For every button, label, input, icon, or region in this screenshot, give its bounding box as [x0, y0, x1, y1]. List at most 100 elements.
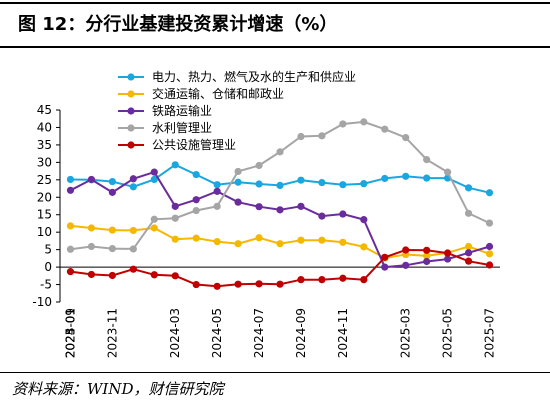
series-5-point [423, 246, 431, 254]
series-5-point [339, 274, 347, 282]
series-1-point [192, 170, 200, 179]
series-2-point [276, 240, 284, 248]
y-tick-label: -10 [32, 295, 52, 309]
x-tick-label: 2024-09 [294, 308, 308, 358]
series-2-point [108, 226, 116, 234]
series-3-point [276, 206, 284, 214]
legend-label-1: 电力、热力、燃气及水的生产和供应业 [152, 69, 356, 84]
series-1-point [485, 189, 494, 197]
series-1-point [318, 179, 326, 187]
x-tick-label: 2025-05 [441, 308, 455, 358]
series-4-point [234, 167, 242, 176]
series-5-point [360, 276, 368, 284]
legend-marker-2 [127, 90, 135, 98]
legend-label-5: 公共设施管理业 [152, 137, 236, 152]
legend-marker-1 [127, 73, 135, 81]
series-3-point [485, 242, 494, 251]
x-tick-label: 2023-11 [105, 308, 119, 358]
series-4-point [464, 209, 473, 217]
series-5-point [276, 280, 284, 288]
source-note: 资料来源：WIND，财信研究院 [12, 380, 224, 398]
series-1-point [464, 184, 473, 192]
series-3-point [234, 198, 242, 206]
x-tick-label: 2024-07 [252, 308, 266, 358]
series-3-point [464, 249, 473, 257]
series-4-point [339, 120, 347, 128]
series-2-point [129, 226, 137, 235]
y-tick-label: 25 [37, 173, 52, 187]
x-tick-label: 2024-01 [63, 308, 77, 358]
series-5-point [87, 270, 96, 279]
legend-label-4: 水利管理业 [152, 120, 212, 135]
series-2-point [464, 242, 473, 251]
series-4-point [213, 202, 221, 210]
series-2-point [318, 236, 326, 244]
series-4-point [66, 245, 75, 253]
series-5-point [234, 280, 242, 288]
series-2-point [213, 238, 221, 246]
series-1-point [150, 175, 158, 184]
series-1-point [339, 181, 347, 189]
series-5-point [66, 268, 75, 276]
series-3-point [213, 187, 221, 195]
series-5-point [318, 276, 326, 284]
series-4-point [423, 155, 431, 164]
y-tick-label: 5 [44, 243, 52, 257]
x-tick-label: 2023-09 [63, 308, 77, 358]
series-2-point [255, 234, 263, 242]
series-4-point [129, 245, 137, 253]
series-3-point [87, 175, 96, 184]
series-1-point [423, 174, 431, 182]
series-5-point [171, 272, 179, 280]
series-3-point [339, 210, 347, 218]
x-tick-label: 2024-03 [168, 308, 182, 358]
series-5-point [108, 271, 116, 280]
x-tick-label: 2025-07 [483, 308, 497, 358]
series-1-point [402, 172, 410, 180]
series-4-point [297, 132, 305, 141]
y-tick-label: 20 [37, 190, 52, 204]
series-3-point [66, 186, 75, 194]
series-4-point [192, 206, 200, 215]
series-5-point [402, 246, 410, 254]
series-3-point [171, 202, 179, 210]
series-1-point [171, 161, 179, 169]
series-3-point [297, 202, 305, 210]
series-3-point [108, 188, 116, 196]
series-1-point [255, 180, 263, 188]
y-tick-label: 0 [44, 260, 52, 274]
series-5-point [297, 276, 305, 284]
x-tick-label: 2025-01 [63, 308, 77, 358]
legend-label-2: 交通运输、仓储和邮政业 [152, 86, 284, 101]
series-3-point [402, 261, 410, 269]
series-5-point [464, 257, 473, 265]
series-2-point [234, 240, 242, 248]
y-tick-label: 35 [37, 138, 52, 152]
series-2-point [360, 243, 368, 251]
series-4-point [360, 118, 368, 126]
series-3-point [444, 255, 452, 263]
series-1-point [381, 174, 389, 183]
series-5-point [192, 280, 200, 289]
series-1-point [66, 175, 75, 184]
y-tick-label: 15 [37, 208, 52, 222]
series-4-point [255, 161, 263, 170]
legend-marker-3 [127, 107, 135, 115]
series-5-point [129, 265, 137, 273]
series-2-point [66, 222, 75, 230]
series-2-point [485, 250, 494, 258]
series-4-point [444, 168, 452, 176]
series-5-point [444, 249, 452, 257]
series-3-point [150, 168, 158, 176]
legend-marker-5 [127, 141, 135, 149]
series-3-point [423, 257, 431, 266]
legend-marker-4 [127, 124, 135, 132]
x-tick-label: 2025-03 [399, 308, 413, 358]
series-5-point [150, 271, 158, 279]
series-2-point [150, 224, 158, 232]
series-3-point [360, 216, 368, 224]
series-2-point [339, 238, 347, 246]
series-1-point [297, 176, 305, 184]
series-4-point [108, 244, 116, 253]
series-1-point [129, 183, 137, 191]
